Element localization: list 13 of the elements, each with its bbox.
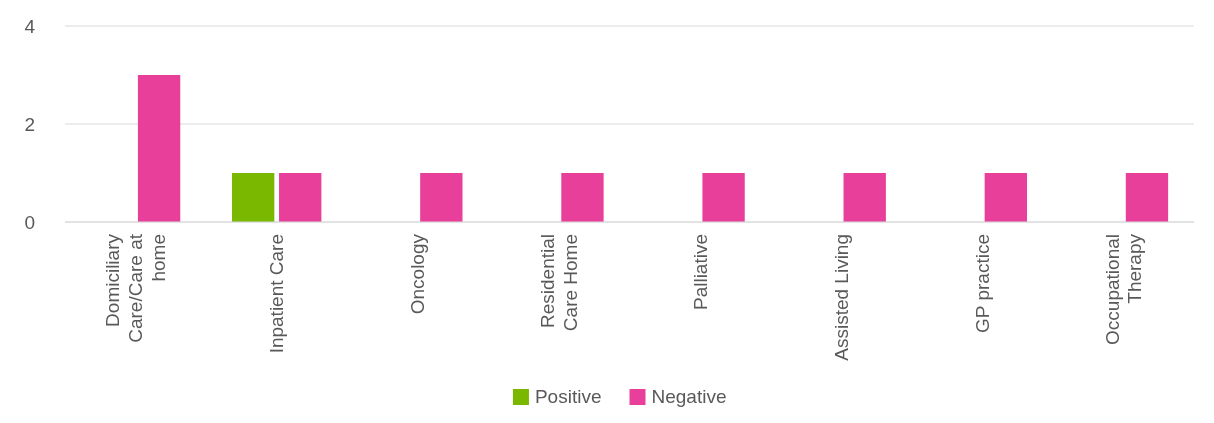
x-tick-label: Assisted Living	[830, 234, 852, 361]
y-tick-label: 4	[24, 15, 36, 37]
y-tick-label: 2	[24, 113, 35, 135]
y-tick-label: 0	[24, 211, 35, 233]
x-tick-label: Occupational Therapy	[1101, 233, 1146, 345]
x-tick-label: Domiciliary Care/Care at home	[102, 233, 170, 343]
x-tick-label: Palliative	[689, 234, 711, 311]
x-tick-label: Oncology	[407, 233, 429, 315]
x-tick-label: Residential Care Home	[537, 234, 581, 332]
legend-label: Positive	[534, 386, 602, 407]
x-tick-label: GP practice	[971, 234, 993, 333]
legend-label: Negative	[651, 386, 727, 407]
x-tick-label: Inpatient Care	[266, 234, 288, 354]
